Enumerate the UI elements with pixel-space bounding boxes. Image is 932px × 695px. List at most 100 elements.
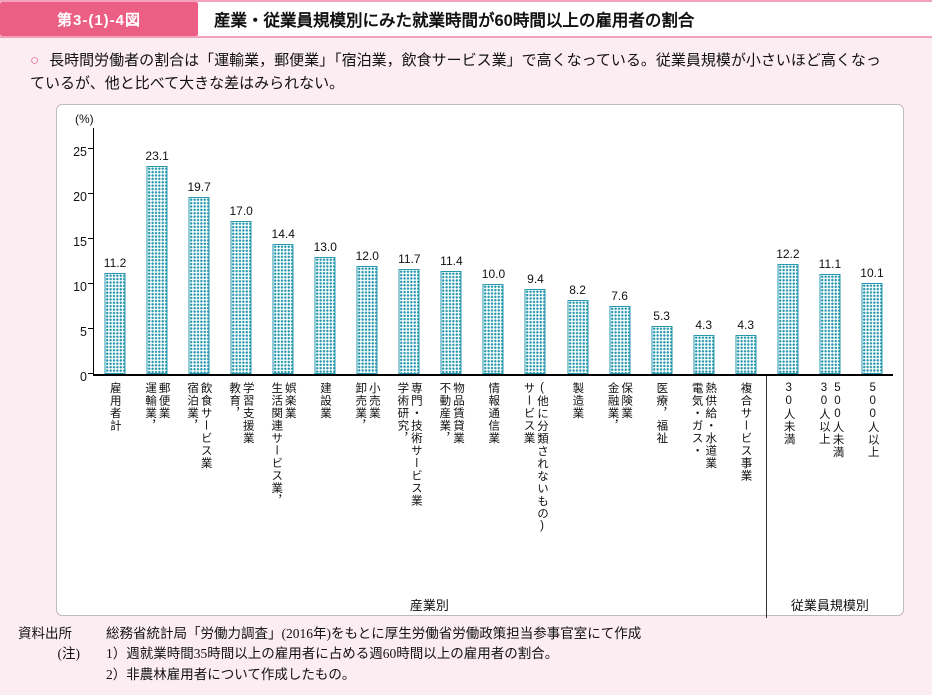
category-label-cell: 教育， 学習支援業 (219, 382, 261, 594)
bar-column: 17.0 (220, 128, 262, 374)
note-1: 1）週就業時間35時間以上の雇用者に占める週60時間以上の雇用者の割合。 (106, 646, 559, 662)
y-axis-ticks (88, 128, 94, 374)
category-label-cell: 製造業 (556, 382, 598, 594)
bar-value-label: 11.1 (818, 256, 842, 271)
group-title-industry: 産業別 (409, 597, 449, 613)
y-axis-unit-label: (%) (75, 111, 94, 126)
bar (777, 263, 799, 374)
bar-column: 10.0 (472, 128, 514, 374)
category-label-cell: 情報通信業 (471, 382, 513, 594)
bar (230, 220, 252, 374)
category-labels-row: 雇用者計 運輸業， 郵便業 宿泊業， 飲食サービス業 教育， 学習支援業 生活関連サービ… (93, 375, 893, 594)
plot-area: 11.2 23.1 19.7 17.0 14.4 13.0 12.0 11.7 11.4 10.0… (88, 127, 893, 376)
category-label-cell: 30人未満 (767, 382, 809, 594)
category-label-cell: 建設業 (303, 382, 345, 594)
bar-value-label: 9.4 (527, 271, 544, 286)
category-label: 30人以上 500人未満 (817, 381, 844, 459)
bar (188, 196, 210, 374)
source-row: 資料出所 総務省統計局「労働力調査」(2016年)をもとに厚生労働省労働政策担当… (18, 624, 902, 645)
category-label-cell: 生活関連サービス業， 娯楽業 (261, 382, 303, 594)
note-label: (注) (57, 646, 81, 662)
source-text: 総務省統計局「労働力調査」(2016年)をもとに厚生労働省労働政策担当参事官室に… (106, 625, 642, 641)
bar-column: 14.4 (262, 128, 304, 374)
category-label-cell: 複合サービス事業 (724, 382, 766, 594)
y-axis-tick (88, 372, 94, 374)
bar-column: 8.2 (557, 128, 599, 374)
industry-bars-group: 11.2 23.1 19.7 17.0 14.4 13.0 12.0 11.7 11.4 10.0… (94, 128, 767, 374)
bar-column: 11.2 (94, 128, 136, 374)
bar-column: 19.7 (178, 128, 220, 374)
bar-value-label: 14.4 (271, 226, 295, 241)
y-axis-tick-label: 5 (80, 324, 87, 339)
bar-column: 10.1 (851, 128, 893, 374)
category-label: 運輸業， 郵便業 (144, 381, 170, 432)
y-axis: 0 5 10 15 20 25 (63, 128, 93, 384)
category-label: 30人未満 (782, 381, 795, 446)
category-label-cell: 卸売業， 小売業 (345, 382, 387, 594)
bar-column: 4.3 (725, 128, 767, 374)
notes-row: (注) 1）週就業時間35時間以上の雇用者に占める週60時間以上の雇用者の割合。… (18, 644, 902, 686)
bar-column: 23.1 (136, 128, 178, 374)
plot-column: 11.2 23.1 19.7 17.0 14.4 13.0 12.0 11.7 11.4 10.0… (88, 127, 893, 618)
bar-value-label: 5.3 (653, 308, 670, 323)
size-bars-group: 12.2 11.1 10.1 (767, 128, 893, 374)
figure-header: 第3-(1)-4図 産業・従業員規模別にみた就業時間が60時間以上の雇用者の割合 (0, 0, 932, 38)
bar-value-label: 13.0 (313, 239, 337, 254)
bullet-circle-icon: ○ (30, 52, 40, 69)
bar-column: 4.3 (683, 128, 725, 374)
bar (272, 243, 294, 374)
industry-labels-group: 雇用者計 運輸業， 郵便業 宿泊業， 飲食サービス業 教育， 学習支援業 生活関連サービ… (93, 376, 766, 594)
category-label-cell: 宿泊業， 飲食サービス業 (177, 382, 219, 594)
chart-row: 0 5 10 15 20 25 11.2 23.1 19.7 17.0 14.4 13.0 12.0 1… (63, 127, 893, 618)
category-label: 学術研究， 専門・技術サービス業 (396, 381, 422, 507)
y-axis-tick (88, 327, 94, 329)
bar (693, 334, 715, 374)
category-label-cell: 電気・ガス・ 熱供給・水道業 (682, 382, 724, 594)
category-label: 宿泊業， 飲食サービス業 (186, 381, 212, 470)
bar (609, 305, 631, 374)
category-label: 卸売業， 小売業 (354, 381, 380, 432)
category-label-cell: 医療，福祉 (640, 382, 682, 594)
category-label: 教育， 学習支援業 (228, 381, 254, 445)
bar (314, 256, 336, 374)
bar-column: 12.0 (346, 128, 388, 374)
bar-value-label: 19.7 (187, 179, 211, 194)
bar-value-label: 12.2 (776, 246, 800, 261)
category-label: 不動産業， 物品賃貸業 (438, 381, 464, 445)
y-axis-tick-label: 15 (73, 234, 87, 249)
figure-footer: 資料出所 総務省統計局「労働力調査」(2016年)をもとに厚生労働省労働政策担当… (18, 624, 902, 687)
bar (356, 265, 378, 374)
figure-number-badge: 第3-(1)-4図 (0, 2, 198, 36)
category-label: 500人以上 (866, 381, 879, 459)
y-axis-tick (88, 192, 94, 194)
bar-value-label: 8.2 (569, 282, 586, 297)
bar-value-label: 7.6 (611, 288, 628, 303)
bar-value-label: 12.0 (355, 248, 379, 263)
bar-column: 13.0 (304, 128, 346, 374)
bar (567, 299, 589, 374)
bar-value-label: 4.3 (695, 317, 713, 332)
bar-value-label: 17.0 (229, 203, 253, 218)
notes-body: 1）週就業時間35時間以上の雇用者に占める週60時間以上の雇用者の割合。 2）非… (106, 644, 902, 686)
bar (398, 268, 420, 374)
bar-column: 11.4 (430, 128, 472, 374)
y-axis-tick (88, 147, 94, 149)
category-label: 情報通信業 (487, 381, 500, 445)
bar-column: 11.1 (809, 128, 851, 374)
figure-title: 産業・従業員規模別にみた就業時間が60時間以上の雇用者の割合 (214, 12, 695, 30)
chart-panel: (%) 0 5 10 15 20 25 11.2 23.1 19.7 17.0 14.4 13.0 1… (56, 103, 904, 618)
bar (819, 273, 841, 374)
y-axis-tick-label: 10 (73, 279, 87, 294)
bar (440, 270, 462, 374)
bar (146, 165, 168, 374)
category-label: サービス業 (他に分類されないもの) (522, 381, 549, 533)
category-label: 雇用者計 (108, 381, 121, 432)
y-axis-tick (88, 282, 94, 284)
category-label-cell: 500人以上 (851, 382, 893, 594)
bar-column: 9.4 (514, 128, 556, 374)
category-label-cell: 学術研究， 専門・技術サービス業 (387, 382, 429, 594)
bar (651, 325, 673, 374)
bar (524, 288, 546, 374)
bar-column: 7.6 (599, 128, 641, 374)
bar-column: 11.7 (388, 128, 430, 374)
